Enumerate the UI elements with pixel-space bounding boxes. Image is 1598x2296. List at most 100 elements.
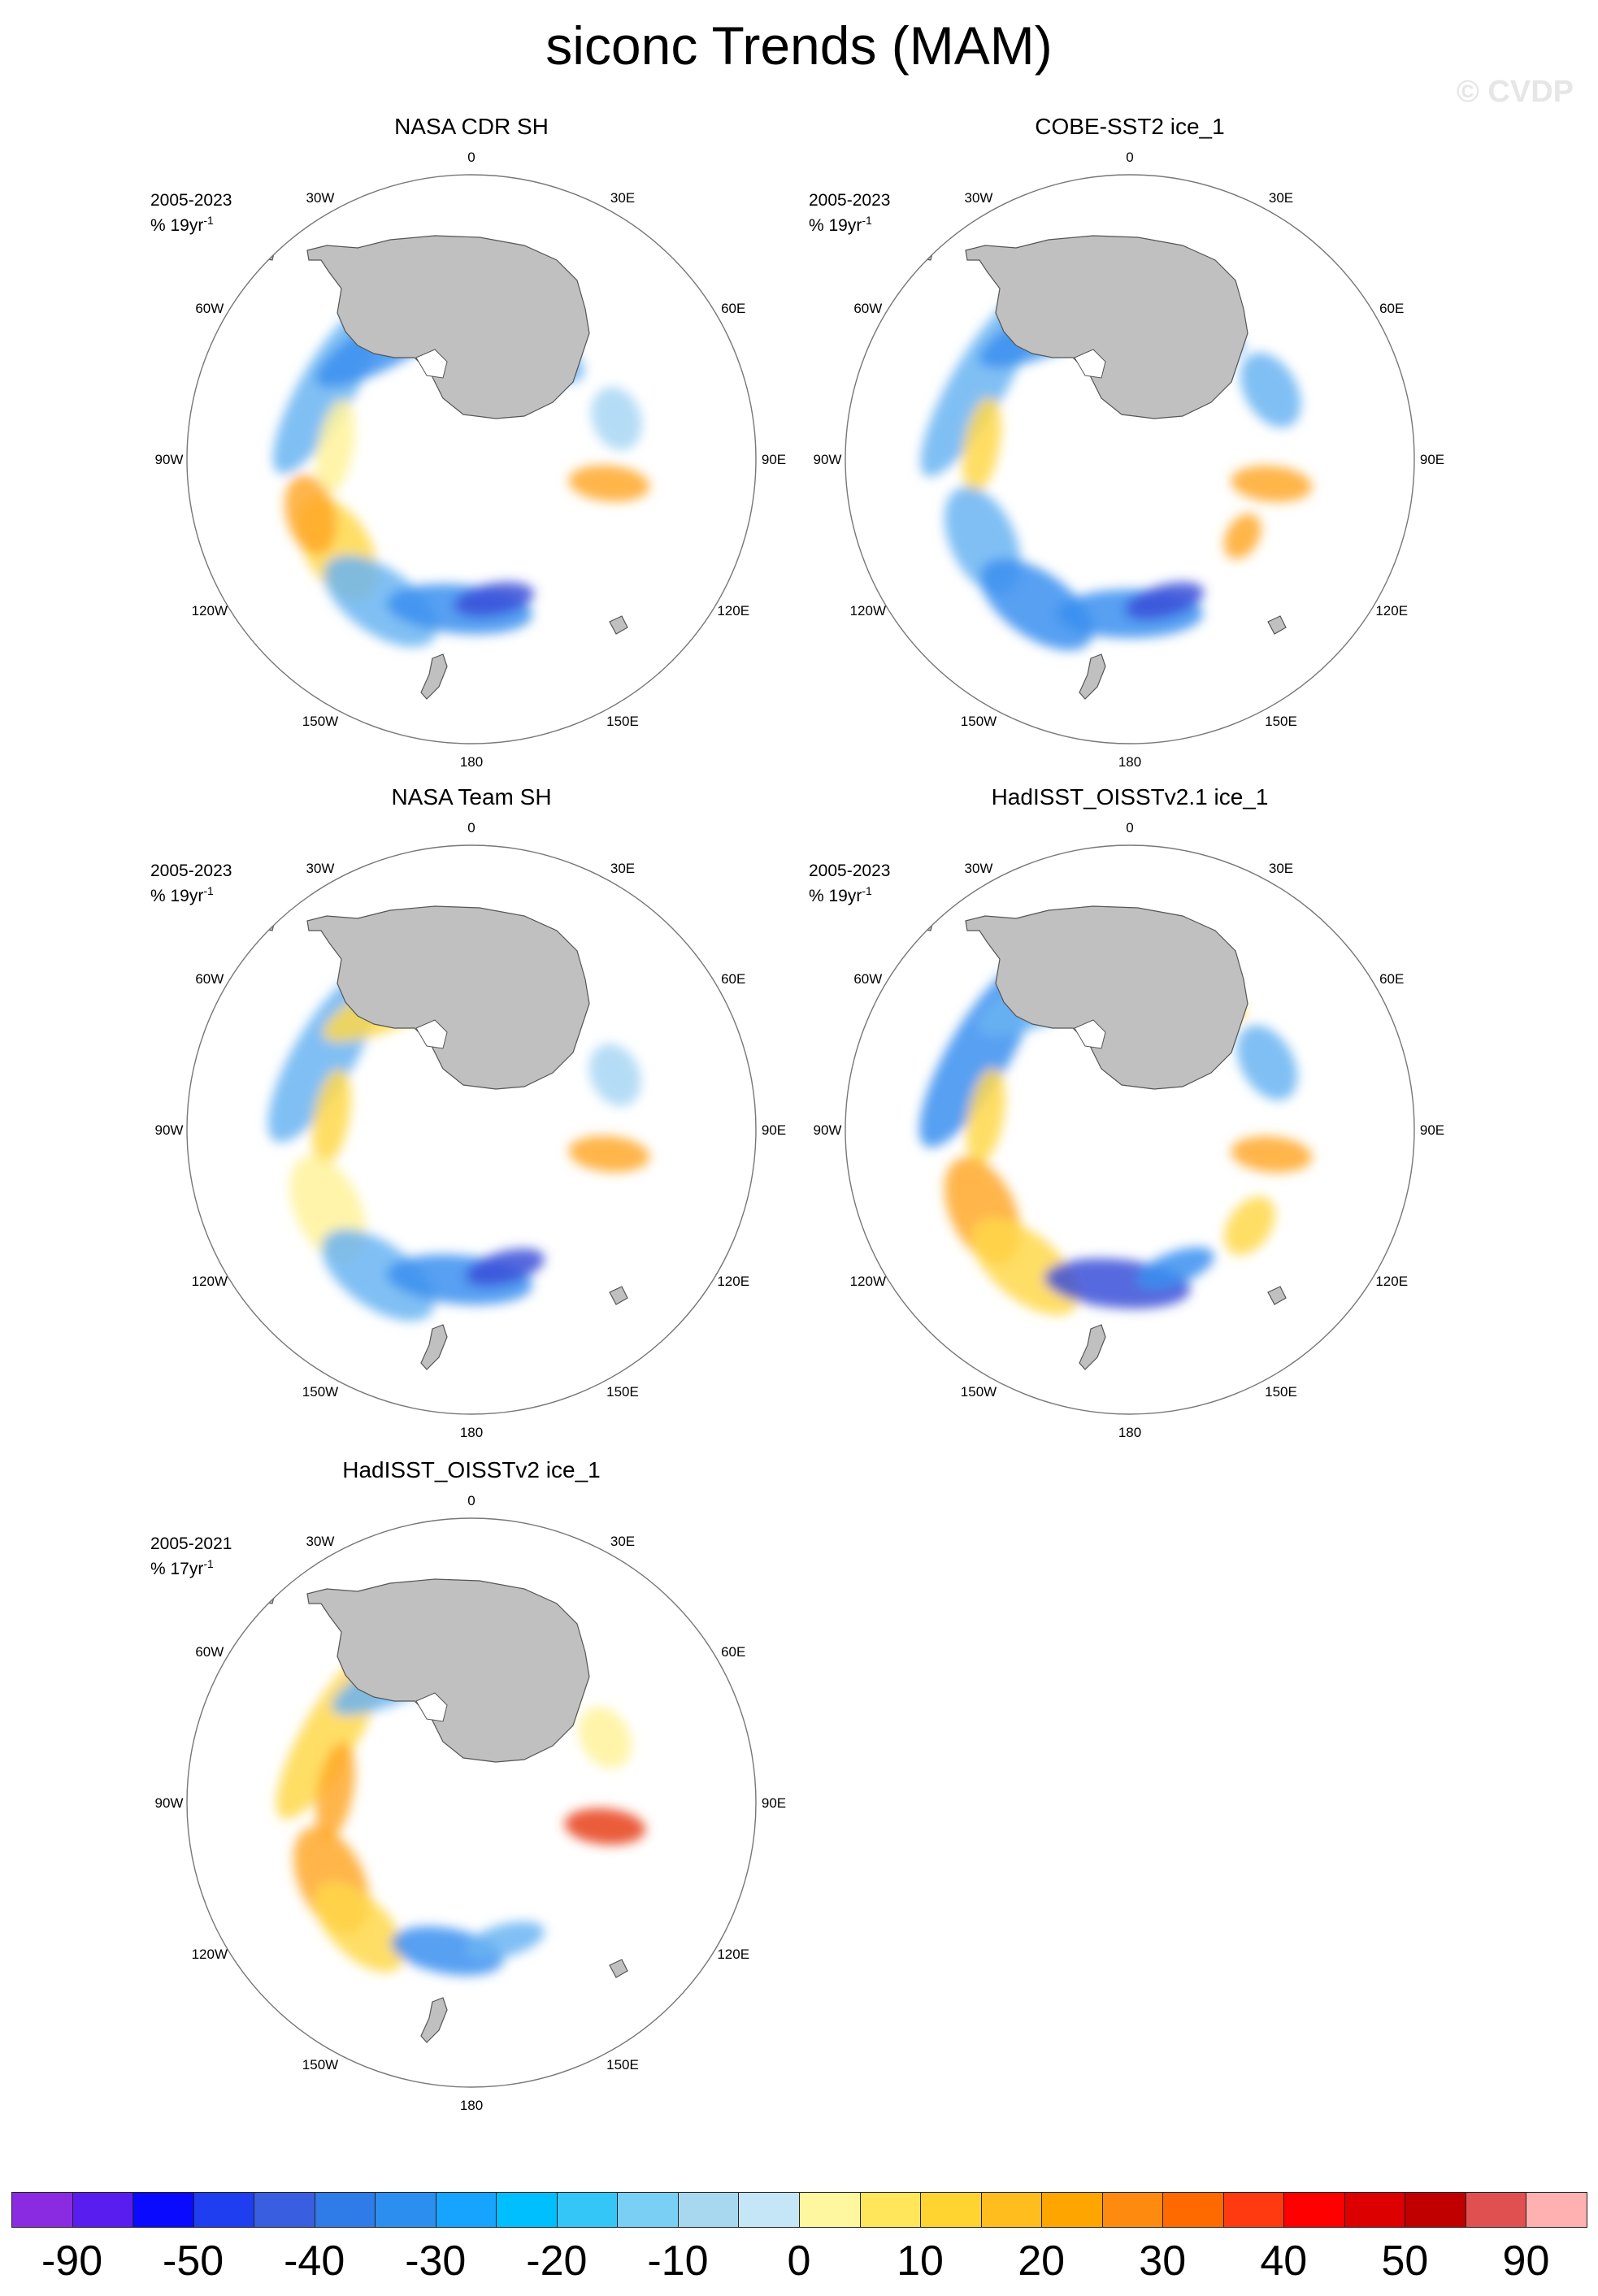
colorbar-swatch	[1344, 2192, 1406, 2228]
map-boundary	[186, 174, 757, 744]
trend-patch	[324, 555, 437, 648]
trend-patch	[1223, 514, 1261, 559]
colorbar-label: -50	[163, 2237, 224, 2285]
longitude-label: 0	[1126, 820, 1133, 836]
longitude-label: 90E	[1420, 452, 1444, 467]
colorbar-swatch	[1465, 2192, 1527, 2228]
colorbar-label: 30	[1139, 2237, 1187, 2285]
colorbar-swatch	[980, 2192, 1043, 2228]
polar-map: 0 30E 60E 90E 120E 150E 180 150W 120W 90W 60W 30W	[155, 1493, 787, 2113]
trend-period: 2005-2021% 17yr-1	[150, 1534, 232, 1579]
period-years: 2005-2021	[150, 1534, 232, 1553]
colorbar-swatch	[617, 2192, 679, 2228]
longitude-label: 60W	[853, 971, 882, 987]
trend-patch	[591, 387, 642, 450]
colorbar-swatch	[1405, 2192, 1466, 2228]
colorbar-label: 20	[1018, 2237, 1066, 2285]
longitude-label: 150W	[302, 2057, 338, 2072]
longitude-label: 120E	[717, 1947, 749, 1962]
longitude-label: 180	[460, 754, 483, 770]
longitude-label: 120E	[717, 603, 749, 618]
period-years: 2005-2023	[150, 862, 232, 880]
longitude-label: 90W	[155, 1795, 184, 1811]
units-main: % 19yr	[150, 887, 204, 905]
longitude-label: 120W	[192, 1947, 228, 1962]
longitude-label: 90E	[762, 1122, 786, 1138]
longitude-label: 120E	[1375, 603, 1408, 618]
antarctica-landmass	[306, 235, 590, 419]
longitude-label: 30W	[306, 1534, 335, 1549]
colorbar-label: -90	[41, 2237, 103, 2285]
colorbar-label: -40	[284, 2237, 345, 2285]
units-main: % 19yr	[809, 887, 862, 905]
south-america-landmass	[845, 861, 936, 931]
period-years: 2005-2023	[809, 191, 891, 210]
trend-patch	[1240, 352, 1301, 428]
trend-patch	[284, 475, 337, 555]
polar-map: 0 30E 60E 90E 120E 150E 180 150W 120W 90W 60W 30W	[814, 150, 1445, 770]
longitude-label: 90W	[155, 452, 184, 467]
trend-patch	[465, 1921, 545, 1960]
new-zealand-landmass	[1079, 1324, 1106, 1370]
longitude-label: 180	[1118, 1425, 1141, 1440]
longitude-label: 150W	[302, 1384, 338, 1400]
colorbar-swatch	[11, 2192, 73, 2228]
panel-title: COBE-SST2 ice_1	[1035, 114, 1225, 139]
longitude-label: 30E	[1269, 190, 1293, 206]
colorbar-label: -10	[647, 2237, 709, 2285]
trend-patch	[315, 399, 355, 496]
longitude-label: 90W	[814, 1122, 842, 1138]
south-america-landmass	[187, 190, 277, 261]
trend-patch	[1224, 1196, 1275, 1256]
trend-units: % 19yr-1	[809, 881, 890, 906]
colorbar-swatch	[132, 2192, 194, 2228]
longitude-label: 90W	[155, 1122, 184, 1138]
longitude-label: 0	[467, 820, 475, 836]
colorbar-swatch	[1041, 2192, 1103, 2228]
antarctica-landmass	[965, 235, 1248, 419]
trend-patch	[454, 582, 535, 618]
trend-patch	[971, 1217, 1079, 1316]
longitude-label: 30E	[610, 1534, 635, 1549]
period-years: 2005-2023	[150, 191, 232, 210]
trend-patch	[1125, 582, 1205, 620]
colorbar-swatch	[799, 2192, 861, 2228]
trend-period: 2005-2023% 19yr-1	[809, 862, 890, 906]
trend-patch	[1231, 465, 1313, 502]
south-america-landmass	[187, 861, 277, 931]
trend-patch	[568, 1135, 650, 1173]
panel-title: NASA CDR SH	[394, 114, 549, 139]
colorbar-swatch	[677, 2192, 740, 2228]
new-zealand-landmass	[420, 1324, 448, 1370]
longitude-label: 150E	[606, 1384, 639, 1400]
longitude-label: 120E	[1375, 1274, 1408, 1289]
colorbar-swatch	[72, 2192, 134, 2228]
map-boundary	[845, 844, 1415, 1415]
colorbar-label: 0	[787, 2237, 811, 2285]
longitude-label: 60E	[1379, 301, 1404, 316]
trend-period: 2005-2023% 19yr-1	[150, 862, 232, 906]
new-zealand-landmass	[420, 1997, 448, 2043]
antarctica-landmass	[306, 905, 590, 1090]
south-america-landmass	[845, 190, 936, 261]
longitude-label: 0	[467, 1493, 475, 1508]
longitude-label: 150W	[961, 1384, 997, 1400]
map-boundary	[186, 844, 757, 1415]
colorbar-swatch	[1101, 2192, 1164, 2228]
panel-title: NASA Team SH	[391, 784, 552, 809]
longitude-label: 150E	[606, 2057, 639, 2072]
colorbar-swatch	[254, 2192, 315, 2228]
longitude-label: 120W	[850, 603, 886, 618]
longitude-label: 30W	[965, 861, 993, 876]
longitude-label: 30W	[965, 190, 993, 206]
longitude-label: 180	[460, 1425, 483, 1440]
longitude-label: 60W	[195, 971, 224, 987]
polar-map: 0 30E 60E 90E 120E 150E 180 150W 120W 90W 60W 30W	[814, 820, 1445, 1440]
units-exponent: -1	[203, 1557, 214, 1570]
main-title: siconc Trends (MAM)	[545, 15, 1053, 76]
trend-patch	[1236, 1025, 1298, 1100]
trend-patch	[578, 1707, 632, 1769]
colorbar-label: 10	[897, 2237, 944, 2285]
longitude-label: 60E	[1379, 971, 1404, 987]
panel-title: HadISST_OISSTv2 ice_1	[342, 1457, 601, 1482]
